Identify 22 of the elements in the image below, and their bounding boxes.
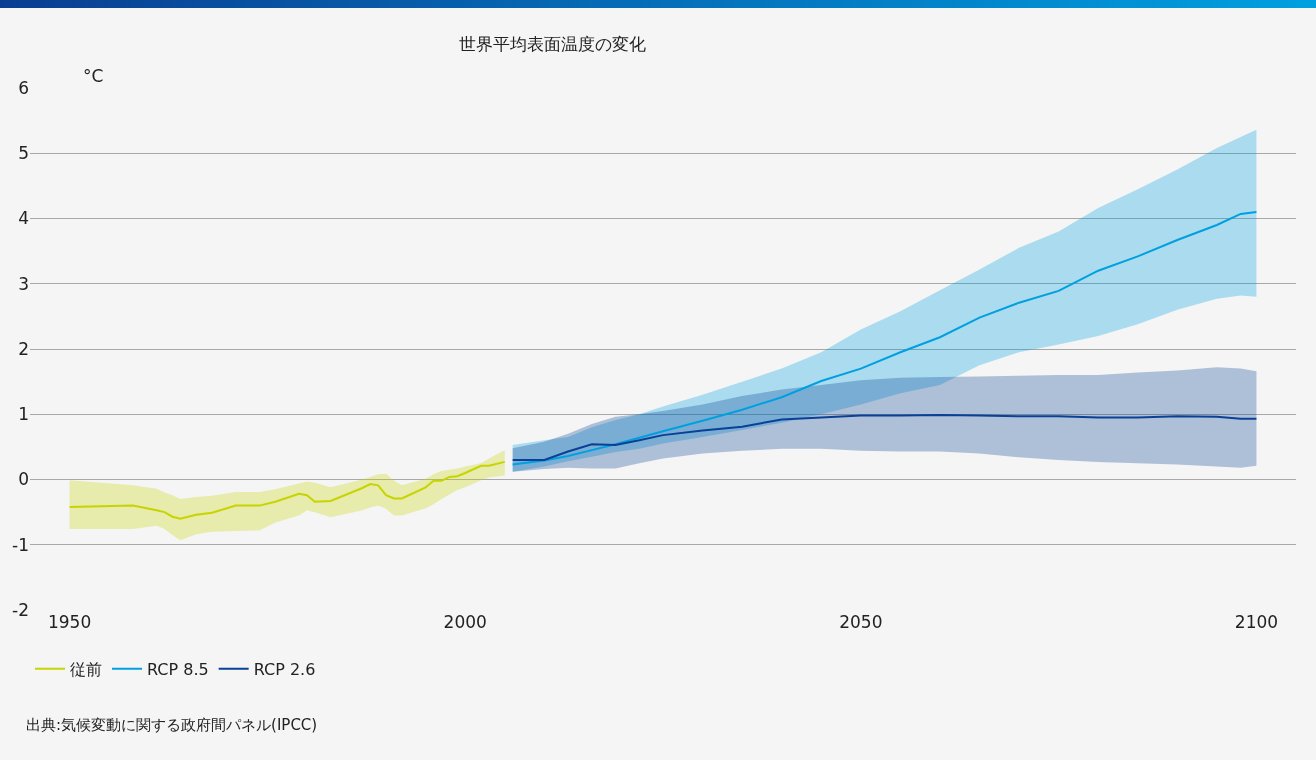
line-series: [68, 460, 506, 520]
x-tick-label: 2050: [839, 612, 883, 632]
line-series: [511, 210, 1258, 466]
y-tick-label: 2: [18, 338, 29, 359]
x-tick-label: 2000: [443, 612, 487, 632]
y-tick-label: -2: [12, 599, 29, 620]
line-series: [511, 413, 1258, 461]
legend-label: RCP 2.6: [253, 659, 316, 679]
legend-label: RCP 8.5: [147, 659, 209, 679]
chart-title: 世界平均表面温度の変化: [459, 33, 647, 54]
y-tick-label: 6: [18, 77, 29, 98]
y-tick-label: 4: [18, 208, 29, 229]
x-tick-label: 1950: [47, 612, 92, 632]
x-tick-label: 2100: [1234, 612, 1279, 632]
y-tick-label: 3: [18, 273, 29, 294]
y-tick-label: 0: [18, 469, 29, 490]
y-tick-label: 5: [18, 143, 29, 164]
source-note: 出典:気候変動に関する政府間パネル(IPCC): [26, 716, 318, 734]
y-axis-title: °C: [83, 66, 104, 86]
legend-label: 従前: [70, 659, 102, 679]
y-tick-label: 1: [18, 404, 29, 425]
y-tick-label: -1: [12, 534, 29, 555]
